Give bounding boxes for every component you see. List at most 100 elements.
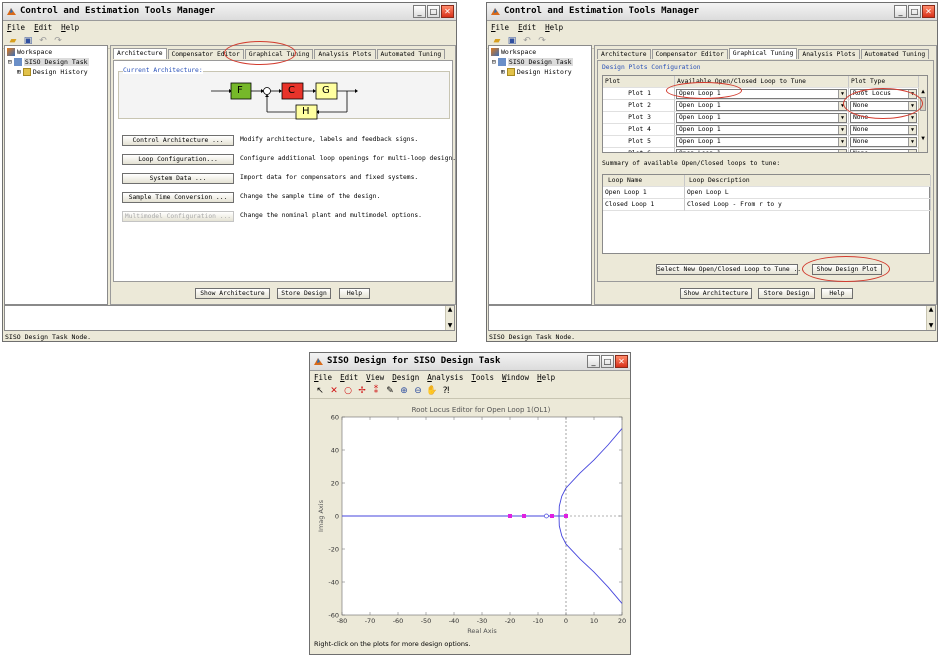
maximize-button[interactable]: □: [427, 5, 440, 18]
tab-analysis-plots[interactable]: Analysis Plots: [798, 49, 860, 59]
chevron-down-icon[interactable]: ▼: [838, 90, 846, 98]
chevron-down-icon[interactable]: ▼: [908, 114, 916, 122]
menu-file[interactable]: File: [314, 373, 333, 382]
undo-icon[interactable]: ↶: [39, 36, 47, 46]
expand-icon[interactable]: ⊞: [17, 68, 21, 76]
minimize-button[interactable]: _: [413, 5, 426, 18]
chevron-down-icon[interactable]: ▼: [838, 126, 846, 134]
close-button[interactable]: ✕: [922, 5, 935, 18]
menu-edit[interactable]: Edit: [340, 373, 359, 382]
table-row[interactable]: Open Loop 1 Open Loop L: [603, 187, 931, 199]
tree-item-workspace[interactable]: Workspace: [7, 48, 52, 56]
redo-icon[interactable]: ↷: [538, 36, 546, 46]
minimize-button[interactable]: _: [894, 5, 907, 18]
table-row[interactable]: Closed Loop 1 Closed Loop - From r to y: [603, 199, 931, 211]
tab-automated-tuning[interactable]: Automated Tuning: [860, 49, 930, 59]
collapse-icon[interactable]: ⊟: [492, 58, 496, 66]
menu-edit[interactable]: Edit: [34, 23, 53, 32]
tree-item-workspace[interactable]: Workspace: [491, 48, 536, 56]
tree-item-siso-task[interactable]: ⊟ SISO Design Task: [492, 58, 573, 66]
open-loop-zero[interactable]: [544, 513, 549, 519]
add-complex-pole-icon[interactable]: ✢: [358, 386, 366, 396]
menu-file[interactable]: File: [491, 23, 510, 32]
multimodel-configuration-button[interactable]: Multimodel Configuration ...: [122, 211, 234, 222]
scroll-up-icon[interactable]: ▲: [447, 306, 453, 313]
select-loop-button[interactable]: Select New Open/Closed Loop to Tune ...: [656, 264, 805, 275]
loop-configuration-button[interactable]: Loop Configuration...: [122, 154, 234, 165]
save-icon[interactable]: ▣: [507, 36, 517, 46]
tab-compensator-editor[interactable]: Compensator Editor: [651, 49, 728, 59]
chevron-down-icon[interactable]: ▼: [838, 150, 846, 152]
tree-item-design-history[interactable]: ⊞ Design History: [17, 68, 88, 76]
zoom-out-icon[interactable]: ⊖: [414, 386, 422, 396]
loop-dropdown[interactable]: Open Loop 1 ▼: [676, 113, 847, 123]
message-scrollbar[interactable]: ▲ ▼: [926, 306, 935, 330]
menu-help[interactable]: Help: [537, 373, 556, 382]
scroll-up-icon[interactable]: ▲: [928, 306, 934, 313]
closed-loop-pole-marker[interactable]: [522, 514, 526, 518]
redo-icon[interactable]: ↷: [54, 36, 62, 46]
chevron-down-icon[interactable]: ▼: [908, 138, 916, 146]
menu-analysis[interactable]: Analysis: [427, 373, 464, 382]
maximize-button[interactable]: □: [908, 5, 921, 18]
collapse-icon[interactable]: ⊟: [8, 58, 12, 66]
pointer-icon[interactable]: ↖: [316, 386, 324, 396]
table-row[interactable]: Plot 5 Open Loop 1 ▼ None ▼: [603, 136, 921, 148]
menu-file[interactable]: File: [7, 23, 26, 32]
menu-tools[interactable]: Tools: [471, 373, 494, 382]
closed-loop-pole-marker[interactable]: [508, 514, 512, 518]
add-zero-icon[interactable]: ○: [344, 386, 352, 396]
plot-type-dropdown[interactable]: None ▼: [850, 149, 917, 152]
expand-icon[interactable]: ⊞: [501, 68, 505, 76]
add-complex-zero-icon[interactable]: ⁑: [373, 386, 379, 396]
help-button[interactable]: Help: [339, 288, 370, 299]
plot-type-dropdown[interactable]: None ▼: [850, 125, 917, 135]
table-row[interactable]: Plot 6 Open Loop 1 ▼ None ▼: [603, 148, 921, 152]
system-data-button[interactable]: System Data ...: [122, 173, 234, 184]
chevron-down-icon[interactable]: ▼: [908, 150, 916, 152]
chevron-down-icon[interactable]: ▼: [838, 114, 846, 122]
closed-loop-pole-marker[interactable]: [564, 514, 568, 518]
menu-design[interactable]: Design: [392, 373, 420, 382]
open-folder-icon[interactable]: ▰: [493, 36, 501, 46]
menu-window[interactable]: Window: [501, 373, 530, 382]
tree-item-design-history[interactable]: ⊞ Design History: [501, 68, 572, 76]
scroll-down-icon[interactable]: ▼: [921, 135, 925, 142]
scroll-down-icon[interactable]: ▼: [928, 322, 934, 329]
context-help-icon[interactable]: ⁈: [442, 386, 450, 396]
scroll-up-icon[interactable]: ▲: [921, 88, 925, 95]
tab-automated-tuning[interactable]: Automated Tuning: [376, 49, 446, 59]
tab-architecture[interactable]: Architecture: [597, 49, 651, 59]
store-design-button[interactable]: Store Design: [758, 288, 815, 299]
tab-graphical-tuning[interactable]: Graphical Tuning: [728, 48, 798, 59]
close-button[interactable]: ✕: [615, 355, 628, 368]
root-locus-plot[interactable]: Root Locus Editor for Open Loop 1(OL1) -…: [311, 401, 629, 637]
chevron-down-icon[interactable]: ▼: [838, 102, 846, 110]
eraser-icon[interactable]: ✎: [386, 386, 394, 396]
menu-view[interactable]: View: [366, 373, 385, 382]
menu-edit[interactable]: Edit: [518, 23, 537, 32]
show-architecture-button[interactable]: Show Architecture: [195, 288, 270, 299]
help-button[interactable]: Help: [821, 288, 853, 299]
sample-time-conversion-button[interactable]: Sample Time Conversion ...: [122, 192, 234, 203]
loop-dropdown[interactable]: Open Loop 1 ▼: [676, 137, 847, 147]
save-icon[interactable]: ▣: [23, 36, 33, 46]
loop-dropdown[interactable]: Open Loop 1 ▼: [676, 101, 847, 111]
loop-dropdown[interactable]: Open Loop 1 ▼: [676, 125, 847, 135]
menu-help[interactable]: Help: [61, 23, 80, 32]
maximize-button[interactable]: □: [601, 355, 614, 368]
plot-type-dropdown[interactable]: None ▼: [850, 137, 917, 147]
tree-item-siso-task[interactable]: ⊟ SISO Design Task: [8, 58, 89, 66]
undo-icon[interactable]: ↶: [523, 36, 531, 46]
control-architecture-button[interactable]: Control Architecture ...: [122, 135, 234, 146]
scroll-down-icon[interactable]: ▼: [447, 322, 453, 329]
tab-architecture[interactable]: Architecture: [113, 48, 167, 59]
close-button[interactable]: ✕: [441, 5, 454, 18]
store-design-button[interactable]: Store Design: [277, 288, 331, 299]
chevron-down-icon[interactable]: ▼: [908, 126, 916, 134]
closed-loop-pole-marker[interactable]: [550, 514, 554, 518]
add-pole-icon[interactable]: ✕: [330, 386, 338, 396]
pan-icon[interactable]: ✋: [426, 386, 438, 396]
loop-dropdown[interactable]: Open Loop 1 ▼: [676, 149, 847, 152]
open-folder-icon[interactable]: ▰: [9, 36, 17, 46]
